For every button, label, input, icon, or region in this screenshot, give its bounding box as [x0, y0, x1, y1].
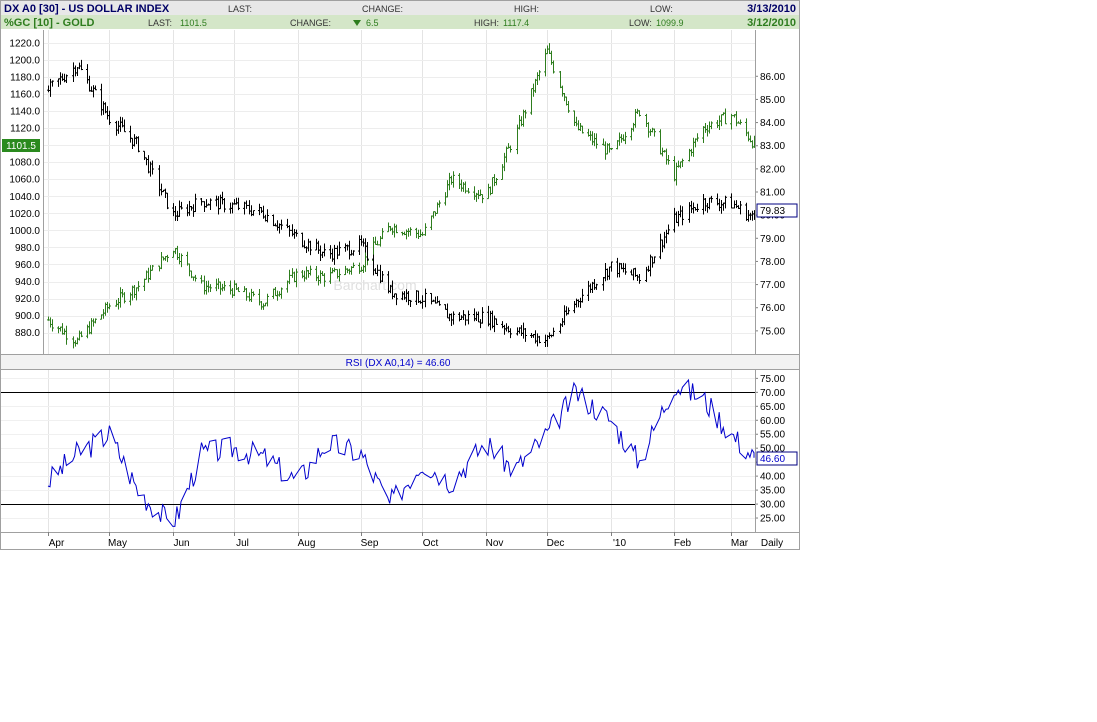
rsi-y-axis: 25.0030.0035.0040.0045.0050.0055.0060.00… [755, 374, 785, 525]
rsi-y-tick-label: 70.00 [760, 388, 785, 399]
gold-change-value: 6.5 [366, 18, 379, 28]
x-tick-label: Aug [298, 538, 316, 549]
gold-y-tick-label: 1060.0 [9, 175, 40, 186]
dollar-y-tick-label: 82.00 [760, 164, 785, 175]
x-tick-label: Dec [547, 538, 565, 549]
gold-y-tick-label: 940.0 [15, 277, 40, 288]
gold-y-tick-label: 1160.0 [10, 89, 40, 100]
rsi-y-tick-label: 50.00 [760, 444, 785, 455]
rsi-header [1, 355, 799, 369]
gold-last-value: 1101.5 [180, 18, 207, 28]
x-tick-label: Mar [731, 538, 749, 549]
gold-y-tick-label: 1020.0 [9, 209, 40, 220]
dollar-last-badge [756, 203, 798, 218]
x-axis: Apr May Jun Jul Aug Sep Oct Nov Dec '10 Feb Mar [48, 532, 749, 549]
rsi-reference-lines [1, 392, 755, 505]
rsi-y-tick-label: 60.00 [760, 416, 785, 427]
rsi-y-tick-label: 40.00 [760, 472, 785, 483]
gold-y-tick-label: 1080.0 [9, 158, 40, 169]
x-tick-label: May [108, 538, 127, 549]
rsi-y-tick-label: 30.00 [760, 500, 785, 511]
x-tick-label: Jun [173, 538, 189, 549]
x-tick-label: Jul [236, 538, 249, 549]
dollar-y-tick-label: 78.00 [760, 257, 785, 268]
dollar-change-label: CHANGE: [362, 4, 403, 14]
x-tick-label: Feb [674, 538, 692, 549]
gold-price-series [47, 43, 756, 349]
gold-y-tick-label: 1180.0 [10, 72, 40, 83]
gold-low-value: 1099.9 [656, 18, 684, 28]
gold-high-value: 1117.4 [503, 18, 529, 28]
dollar-date: 3/13/2010 [747, 3, 796, 15]
watermark: Barchart.com [333, 277, 416, 293]
header-row-gold [1, 15, 799, 29]
dollar-y-tick-label: 84.00 [760, 118, 785, 129]
dollar-y-tick-label: 86.00 [760, 72, 785, 83]
x-tick-label: Sep [361, 538, 379, 549]
gold-y-tick-label: 980.0 [15, 243, 40, 254]
dollar-y-tick-label: 79.00 [760, 234, 785, 245]
period-label: Daily [761, 538, 783, 549]
gold-high-label: HIGH: [474, 18, 499, 28]
chart-frame [0, 0, 800, 550]
gold-y-tick-label: 960.0 [15, 260, 40, 271]
x-tick-label: '10 [613, 538, 626, 549]
dollar-low-label: LOW: [650, 4, 673, 14]
gold-y-tick-label: 1140.0 [10, 107, 40, 118]
gold-date: 3/12/2010 [747, 17, 796, 29]
dollar-last-label: LAST: [228, 4, 252, 14]
rsi-y-tick-label: 25.00 [760, 514, 785, 525]
dollar-last-badge-text: 79.83 [760, 206, 785, 217]
gold-y-tick-label: 1120.0 [10, 124, 40, 135]
gold-y-tick-label: 880.0 [15, 328, 40, 339]
rsi-line [47, 378, 755, 527]
dollar-y-tick-label: 81.00 [760, 188, 785, 199]
rsi-y-tick-label: 35.00 [760, 486, 785, 497]
gold-last-badge [2, 139, 40, 152]
rsi-y-tick-label: 55.00 [760, 430, 785, 441]
rsi-grid [1, 370, 755, 532]
dollar-y-tick-label: 83.00 [760, 141, 785, 152]
header-row-dollar [1, 1, 799, 15]
gold-last-badge-text: 1101.5 [6, 141, 36, 152]
chart-svg: DX A0 [30] - US DOLLAR INDEX LAST: CHANG… [0, 0, 800, 550]
gold-low-label: LOW: [629, 18, 652, 28]
dollar-price-series [47, 59, 756, 348]
gold-y-axis: 880.0 900.0 920.0 940.0 960.0 980.0 1000.0 1020… [9, 38, 40, 339]
dollar-y-tick-label: 85.00 [760, 95, 785, 106]
x-tick-label: Nov [486, 538, 504, 549]
barchart-panel: DX A0 [30] - US DOLLAR INDEX LAST: CHANG… [0, 0, 800, 550]
gold-symbol-label: %GC [10] - GOLD [4, 17, 95, 29]
gold-y-tick-label: 1220.0 [9, 38, 40, 49]
dollar-y-tick-label: 77.00 [760, 280, 785, 291]
rsi-title: RSI (DX A0,14) = 46.60 [346, 358, 451, 369]
rsi-last-badge [756, 451, 798, 466]
dollar-symbol-label: DX A0 [30] - US DOLLAR INDEX [4, 3, 170, 15]
gold-y-tick-label: 920.0 [15, 294, 40, 305]
rsi-y-tick-label: 75.00 [760, 374, 785, 385]
gold-last-label: LAST: [148, 18, 172, 28]
gold-y-tick-label: 1000.0 [9, 226, 40, 237]
rsi-y-tick-label: 65.00 [760, 402, 785, 413]
gold-y-tick-label: 1200.0 [9, 55, 40, 66]
down-triangle-icon [353, 20, 361, 26]
gold-y-tick-label: 900.0 [15, 311, 40, 322]
rsi-last-badge-text: 46.60 [760, 454, 785, 465]
gold-y-tick-label: 1040.0 [9, 192, 40, 203]
dollar-high-label: HIGH: [514, 4, 539, 14]
dollar-y-tick-label: 75.00 [760, 326, 785, 337]
x-tick-label: Apr [49, 538, 65, 549]
x-tick-label: Oct [423, 538, 439, 549]
gold-change-label: CHANGE: [290, 18, 331, 28]
dollar-y-tick-label: 76.00 [760, 303, 785, 314]
